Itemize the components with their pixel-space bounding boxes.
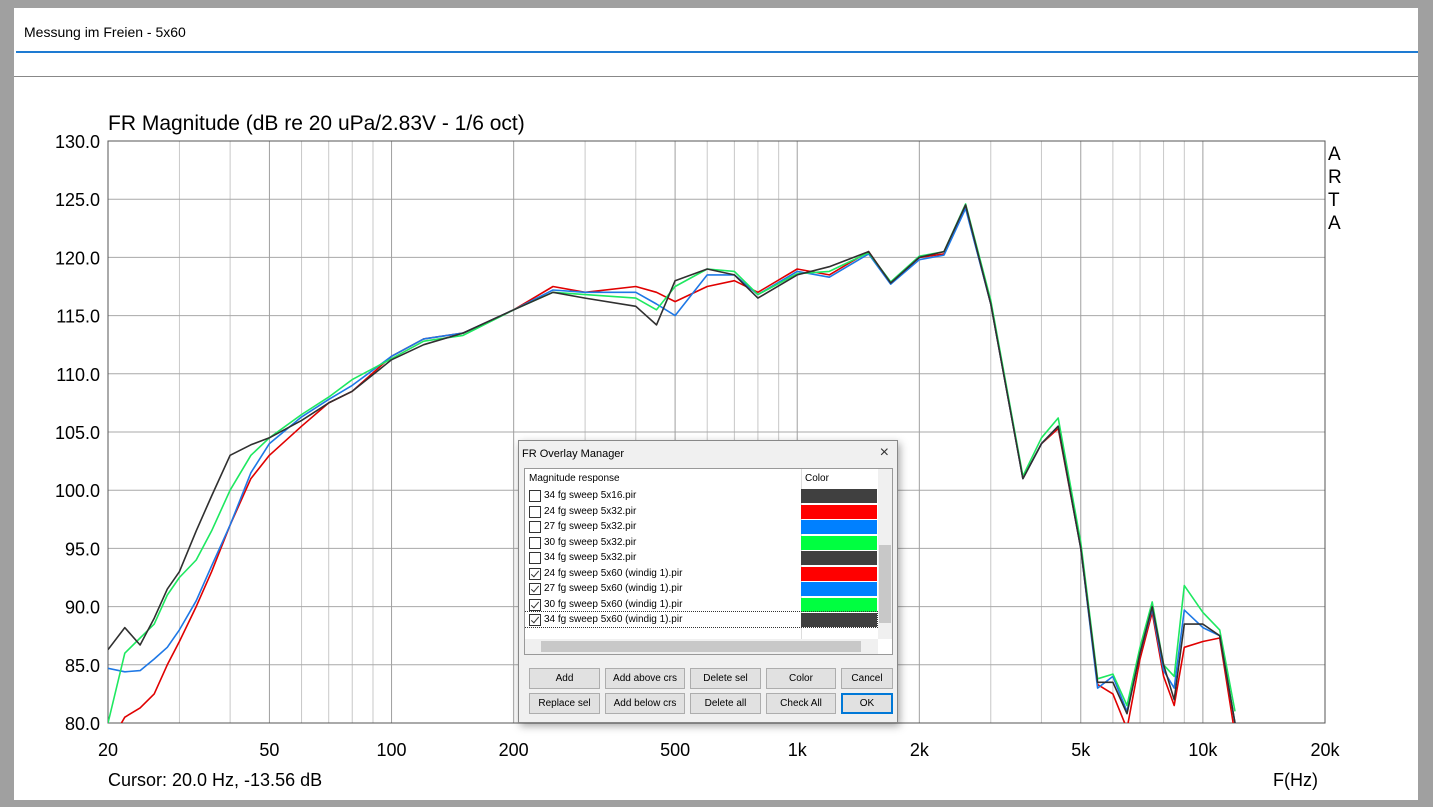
list-row[interactable]: 27 fg sweep 5x60 (windig 1).pir [525, 581, 877, 596]
overlay-list: Magnitude response Color 34 fg sweep 5x1… [524, 468, 893, 655]
x-tick-label: 200 [499, 740, 529, 760]
y-tick-label: 125.0 [55, 190, 100, 210]
dialog-button[interactable]: Add [529, 668, 600, 689]
color-swatch [801, 551, 877, 565]
x-tick-label: 10k [1188, 740, 1218, 760]
row-label: 24 fg sweep 5x32.pir [544, 505, 637, 517]
y-tick-label: 80.0 [65, 714, 100, 734]
list-row[interactable]: 30 fg sweep 5x32.pir [525, 535, 877, 550]
column-header: Magnitude response [529, 473, 620, 484]
y-tick-label: 95.0 [65, 539, 100, 559]
row-label: 30 fg sweep 5x60 (windig 1).pir [544, 598, 683, 610]
checkbox[interactable] [529, 505, 541, 518]
row-label: 27 fg sweep 5x60 (windig 1).pir [544, 583, 683, 594]
row-label: 30 fg sweep 5x32.pir [544, 536, 637, 548]
color-swatch [801, 489, 877, 503]
row-label: 34 fg sweep 5x60 (windig 1).pir [544, 614, 683, 625]
dialog-button[interactable]: Cancel [841, 668, 893, 689]
dialog-button[interactable]: Delete all [690, 693, 761, 714]
checkbox[interactable] [529, 583, 541, 595]
x-tick-label: 100 [377, 740, 407, 760]
color-swatch [801, 535, 877, 550]
dialog-button[interactable]: Add below crs [605, 693, 685, 714]
y-tick-label: 100.0 [55, 481, 100, 501]
x-tick-label: 20 [98, 740, 118, 760]
dialog-button[interactable]: OK [841, 693, 893, 714]
list-row[interactable]: 27 fg sweep 5x32.pir [525, 519, 877, 534]
x-axis-label: F(Hz) [1273, 770, 1318, 790]
window-title: Messung im Freien - 5x60 [24, 24, 186, 40]
list-row[interactable]: 34 fg sweep 5x60 (windig 1).pir [525, 611, 878, 628]
checkbox[interactable] [529, 490, 541, 502]
separator [14, 76, 1418, 77]
side-label: ARTA [1328, 144, 1342, 234]
column-header: Color [805, 473, 829, 484]
x-tick-label: 20k [1310, 740, 1340, 760]
scroll-thumb[interactable] [879, 545, 891, 623]
checkbox[interactable] [529, 536, 541, 549]
list-row[interactable]: 30 fg sweep 5x60 (windig 1).pir [525, 597, 877, 612]
color-swatch [801, 597, 877, 612]
checkbox[interactable] [529, 614, 541, 626]
y-tick-label: 105.0 [55, 423, 100, 443]
list-row[interactable]: 34 fg sweep 5x16.pir [525, 488, 877, 503]
cursor-readout: Cursor: 20.0 Hz, -13.56 dB [108, 770, 322, 790]
row-label: 34 fg sweep 5x16.pir [544, 490, 637, 501]
row-label: 34 fg sweep 5x32.pir [544, 552, 637, 563]
checkbox[interactable] [529, 552, 541, 564]
row-label: 24 fg sweep 5x60 (windig 1).pir [544, 567, 683, 579]
y-tick-label: 110.0 [56, 365, 100, 385]
x-tick-label: 5k [1071, 740, 1091, 760]
title-underline [16, 51, 1418, 53]
color-swatch [801, 504, 877, 519]
color-swatch [801, 566, 877, 581]
close-button[interactable]: × [879, 444, 889, 461]
scroll-thumb[interactable] [541, 641, 861, 652]
dialog-button[interactable]: Replace sel [529, 693, 600, 714]
list-row[interactable]: 34 fg sweep 5x32.pir [525, 550, 877, 565]
y-tick-label: 120.0 [55, 248, 100, 268]
checkbox[interactable] [529, 567, 541, 580]
color-swatch [801, 520, 877, 534]
y-tick-label: 130.0 [55, 132, 100, 152]
checkbox[interactable] [529, 598, 541, 611]
x-tick-label: 1k [788, 740, 808, 760]
y-tick-label: 85.0 [65, 656, 100, 676]
row-label: 27 fg sweep 5x32.pir [544, 521, 637, 532]
series-line [108, 203, 1236, 723]
dialog-button[interactable]: Add above crs [605, 668, 685, 689]
color-swatch [801, 582, 877, 596]
checkbox[interactable] [529, 521, 541, 533]
list-row[interactable]: 24 fg sweep 5x32.pir [525, 504, 877, 519]
color-swatch [801, 613, 877, 627]
chart-title: FR Magnitude (dB re 20 uPa/2.83V - 1/6 o… [108, 112, 525, 135]
dialog-button[interactable]: Check All [766, 693, 836, 714]
x-tick-label: 2k [910, 740, 930, 760]
list-row[interactable]: 24 fg sweep 5x60 (windig 1).pir [525, 566, 877, 581]
y-tick-label: 90.0 [65, 598, 100, 618]
x-tick-label: 50 [259, 740, 279, 760]
dialog-button[interactable]: Delete sel [690, 668, 761, 689]
series-line [108, 204, 1236, 723]
plot-frame [107, 140, 1326, 724]
dialog-button[interactable]: Color [766, 668, 836, 689]
dialog-title: FR Overlay Manager [522, 448, 625, 460]
x-tick-label: 500 [660, 740, 690, 760]
overlay-dialog: FR Overlay Manager × Magnitude response … [518, 440, 898, 723]
y-tick-label: 115.0 [56, 307, 100, 327]
